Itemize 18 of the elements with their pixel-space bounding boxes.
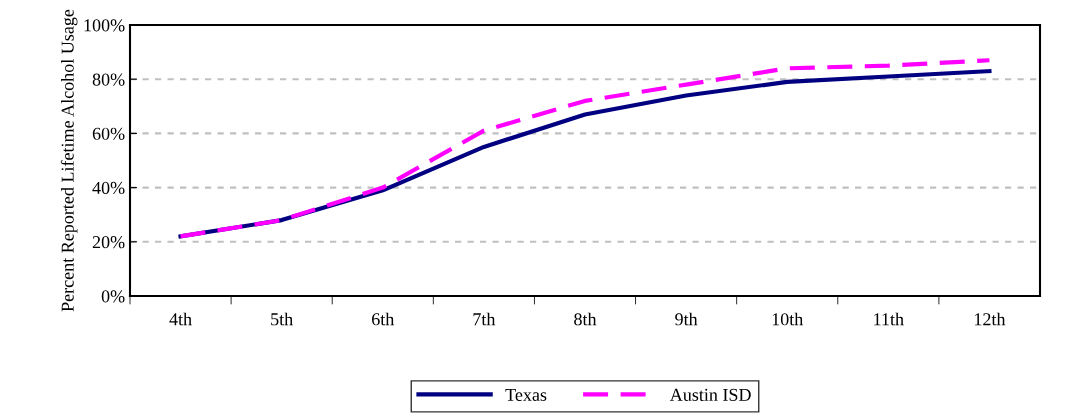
x-tick-label: 7th xyxy=(473,312,496,326)
y-tick-label: 20% xyxy=(92,236,125,249)
y-tick-label: 100% xyxy=(84,19,125,32)
legend-label: Austin ISD xyxy=(669,388,751,401)
y-tick-label: 60% xyxy=(92,127,125,140)
y-tick-label: 0% xyxy=(101,290,125,303)
x-tick-label: 10th xyxy=(772,312,804,326)
x-tick-label: 8th xyxy=(574,312,597,326)
x-tick-label: 11th xyxy=(874,312,904,326)
x-tick-label: 9th xyxy=(675,312,698,326)
x-tick-label: 6th xyxy=(372,312,395,326)
y-axis-title: Percent Reported Lifetime Alcohol Usage xyxy=(60,9,78,312)
x-tick-label: 12th xyxy=(974,312,1006,326)
y-tick-label: 40% xyxy=(92,181,125,195)
y-tick-label: 80% xyxy=(92,73,125,86)
x-tick-label: 5th xyxy=(271,312,293,326)
legend-label: Texas xyxy=(505,388,547,401)
x-tick-label: 4th xyxy=(169,312,192,326)
